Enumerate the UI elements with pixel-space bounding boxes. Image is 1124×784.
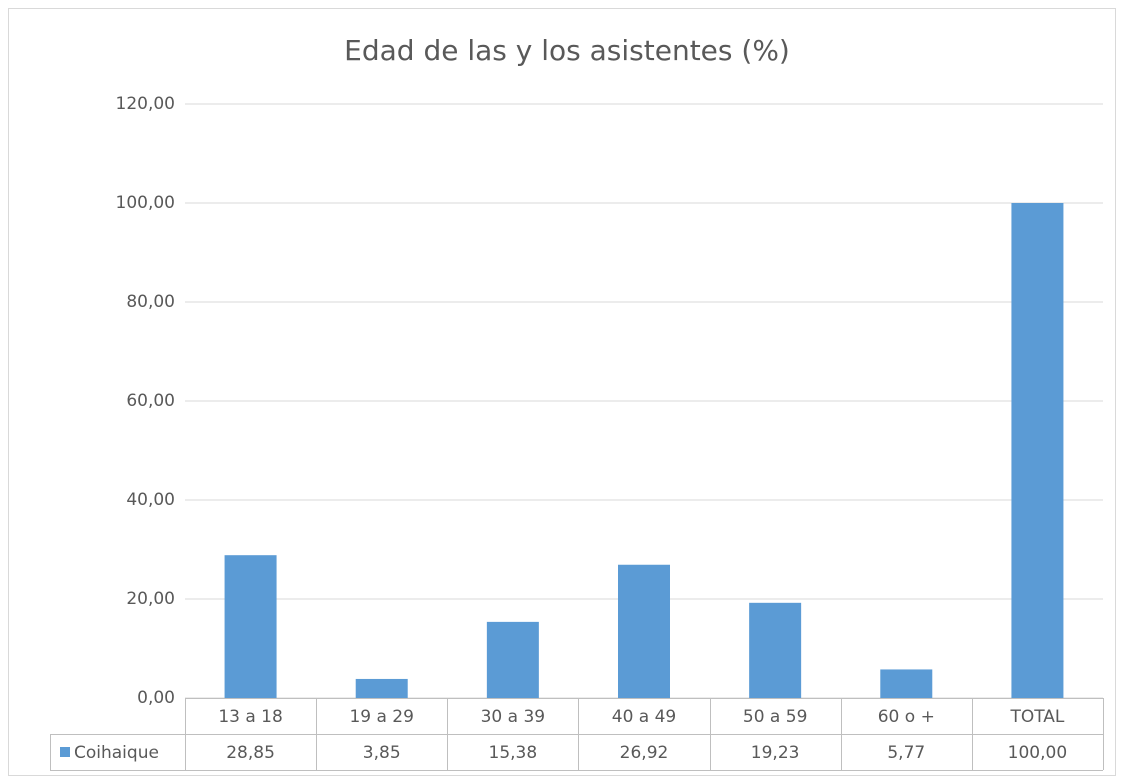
legend-label: Coihaique — [74, 743, 159, 763]
x-tick-label: 40 a 49 — [612, 707, 677, 727]
bar — [1011, 203, 1064, 698]
chart-border — [8, 8, 1116, 776]
y-tick-label: 80,00 — [126, 292, 175, 312]
data-label: 28,85 — [226, 743, 275, 763]
data-label: 5,77 — [887, 743, 925, 763]
legend-swatch — [60, 747, 70, 757]
data-label: 100,00 — [1008, 743, 1067, 763]
y-tick-label: 100,00 — [116, 193, 175, 213]
y-tick-label: 20,00 — [126, 589, 175, 609]
y-tick-label: 0,00 — [137, 688, 175, 708]
x-tick-label: TOTAL — [1009, 707, 1064, 727]
x-tick-label: 13 a 18 — [218, 707, 283, 727]
bar — [880, 669, 933, 698]
bar — [749, 602, 802, 698]
bar — [355, 678, 408, 698]
y-tick-label: 60,00 — [126, 391, 175, 411]
data-label: 15,38 — [489, 743, 538, 763]
bar — [486, 621, 539, 698]
x-tick-label: 50 a 59 — [743, 707, 808, 727]
y-tick-label: 120,00 — [116, 94, 175, 114]
data-label: 19,23 — [751, 743, 800, 763]
chart-title: Edad de las y los asistentes (%) — [344, 34, 790, 67]
data-label: 3,85 — [363, 743, 401, 763]
bar — [224, 555, 277, 698]
x-tick-label: 60 o + — [878, 707, 935, 727]
bar — [618, 564, 670, 698]
x-tick-label: 19 a 29 — [349, 707, 414, 727]
data-label: 26,92 — [620, 743, 669, 763]
y-tick-label: 40,00 — [126, 490, 175, 510]
x-tick-label: 30 a 39 — [481, 707, 546, 727]
